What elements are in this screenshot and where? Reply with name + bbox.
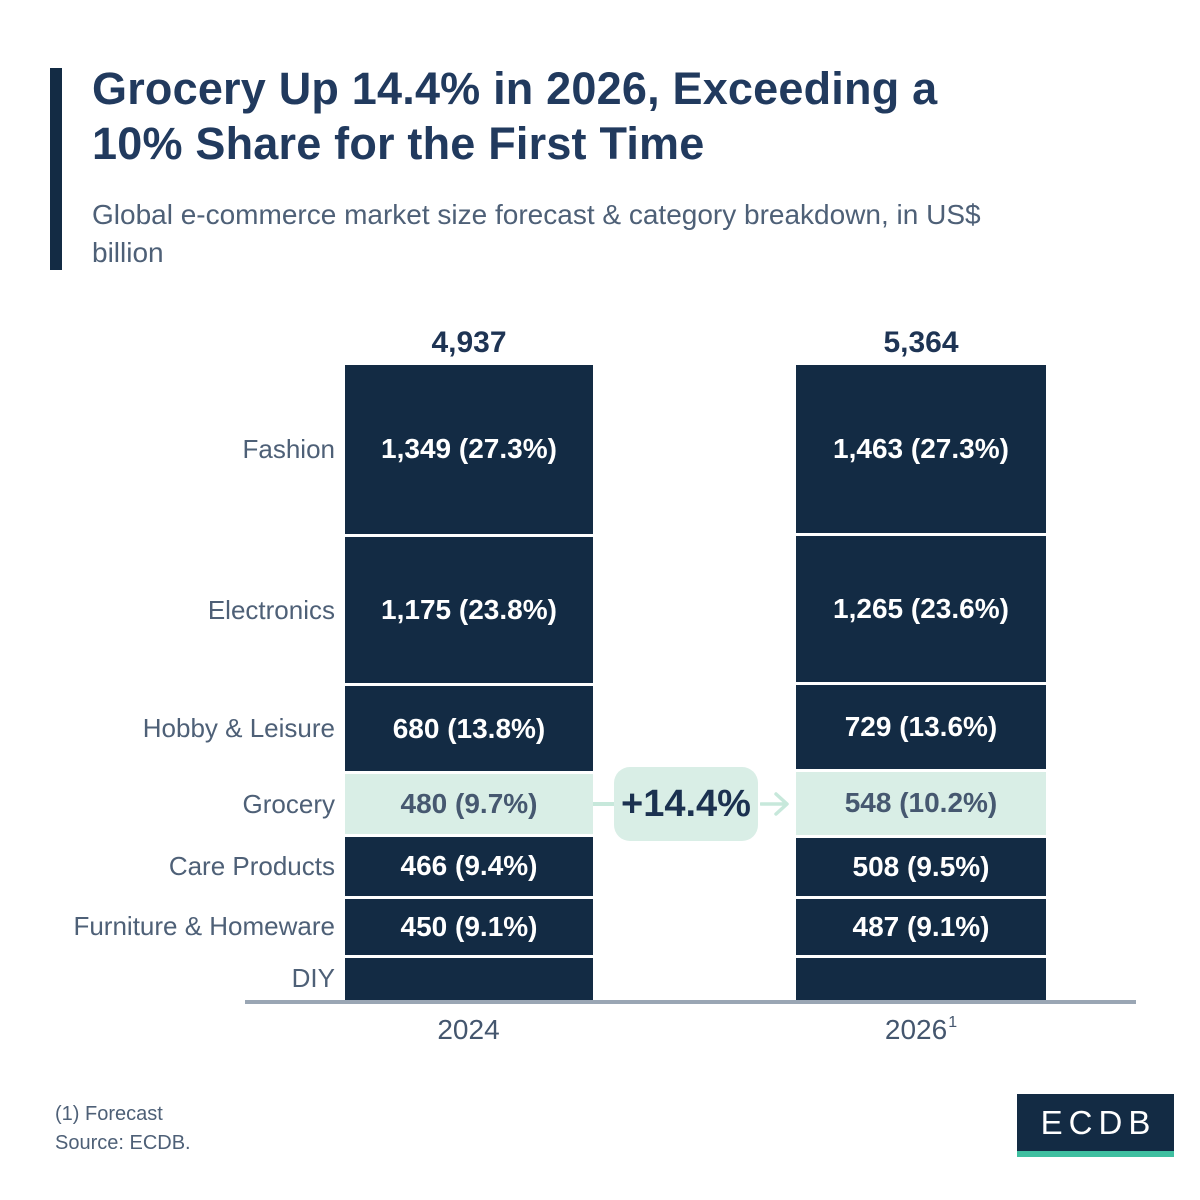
category-label-electronics: Electronics <box>207 594 335 625</box>
segment-furniture-homeware-2026: 487 (9.1%) <box>796 899 1046 956</box>
category-label-row: Fashion <box>40 365 336 534</box>
category-label-grocery: Grocery <box>242 788 335 819</box>
footnote-marker: 1 <box>948 1013 958 1031</box>
segment-value-label: 1,349 (27.3%) <box>381 433 557 465</box>
category-label-row: DIY <box>40 958 335 1000</box>
segment-hobby-leisure-2024: 680 (13.8%) <box>345 686 593 772</box>
x-axis-label-2026: 20261 <box>885 1014 957 1046</box>
segment-electronics-2026: 1,265 (23.6%) <box>796 536 1046 682</box>
subtitle-line-2: billion <box>92 236 164 268</box>
segment-diy-2024 <box>345 957 593 1000</box>
segment-furniture-homeware-2024: 450 (9.1%) <box>345 898 593 955</box>
total-label-2026: 5,364 <box>883 326 959 359</box>
bar-2026: 1,463 (27.3%) 1,265 (23.6%) 729 (13.6%) 548… <box>796 365 1046 1000</box>
segment-value-label: 729 (13.6%) <box>844 710 998 742</box>
segment-value-label: 1,463 (27.3%) <box>833 433 1009 465</box>
footnote-line-1: (1) Forecast <box>55 1103 163 1125</box>
segment-grocery-2026: 548 (10.2%) <box>796 771 1046 835</box>
year-text: 2024 <box>437 1014 500 1045</box>
year-text: 2026 <box>884 1014 948 1045</box>
segment-fashion-2024: 1,349 (27.3%) <box>345 365 593 534</box>
segment-fashion-2026: 1,463 (27.3%) <box>796 365 1046 534</box>
ecdb-logo: ECDB <box>1017 1094 1174 1157</box>
category-label-hobby-leisure: Hobby & Leisure <box>142 713 335 744</box>
category-label-care-products: Care Products <box>168 850 335 881</box>
total-label-2024: 4,937 <box>431 326 507 359</box>
subtitle: Global e-commerce market size forecast &… <box>92 196 1152 272</box>
category-label-row: Furniture & Homeware <box>40 899 335 955</box>
segment-hobby-leisure-2026: 729 (13.6%) <box>796 684 1046 769</box>
page-title-line-1: Grocery Up 14.4% in 2026, Exceeding a <box>92 63 938 114</box>
category-label-row: Grocery <box>40 774 335 834</box>
segment-value-label: 480 (9.7%) <box>400 788 538 820</box>
footnote-line-2: Source: ECDB. <box>55 1132 191 1154</box>
page-title: Grocery Up 14.4% in 2026, Exceeding a 10… <box>92 62 1132 172</box>
category-labels-column: Fashion Electronics Hobby & Leisure Grocery… <box>40 365 335 1000</box>
segment-value-label: 680 (13.8%) <box>392 712 546 744</box>
arrow-right-icon <box>760 792 789 817</box>
segment-electronics-2024: 1,175 (23.8%) <box>345 536 593 684</box>
segment-grocery-2024: 480 (9.7%) <box>345 774 593 835</box>
bar-2024: 1,349 (27.3%) 1,175 (23.8%) 680 (13.8%) 480… <box>345 365 593 1000</box>
segment-value-label: 466 (9.4%) <box>400 850 538 882</box>
category-label-row: Electronics <box>40 537 335 684</box>
segment-value-label: 508 (9.5%) <box>852 850 990 882</box>
x-axis-label-2024: 2024 <box>437 1014 500 1046</box>
category-label-row: Hobby & Leisure <box>40 686 335 771</box>
category-label-furniture-homeware: Furniture & Homeware <box>73 911 335 942</box>
segment-value-label: 487 (9.1%) <box>852 911 990 943</box>
ecdb-logo-box: ECDB <box>1017 1094 1174 1151</box>
segment-value-label: 1,175 (23.8%) <box>381 594 557 625</box>
ecdb-logo-text: ECDB <box>1040 1103 1157 1141</box>
segment-diy-2026 <box>796 958 1046 1000</box>
growth-badge: +14.4% <box>614 767 758 842</box>
segment-value-label: 548 (10.2%) <box>844 787 998 819</box>
ecdb-logo-underline <box>1017 1151 1174 1157</box>
segment-value-label: 1,265 (23.6%) <box>833 593 1009 625</box>
footnote: (1) Forecast Source: ECDB. <box>55 1100 191 1158</box>
subtitle-line-1: Global e-commerce market size forecast &… <box>92 199 981 230</box>
segment-care-products-2024: 466 (9.4%) <box>345 837 593 896</box>
annotation-connector-line <box>593 802 614 807</box>
segment-care-products-2026: 508 (9.5%) <box>796 837 1046 897</box>
title-accent-bar <box>50 68 62 270</box>
x-axis-line <box>245 1000 1136 1004</box>
category-label-fashion: Fashion <box>242 433 336 464</box>
page-title-line-2: 10% Share for the First Time <box>92 117 705 169</box>
category-label-diy: DIY <box>291 963 335 994</box>
category-label-row: Care Products <box>40 837 335 895</box>
segment-value-label: 450 (9.1%) <box>400 910 538 942</box>
